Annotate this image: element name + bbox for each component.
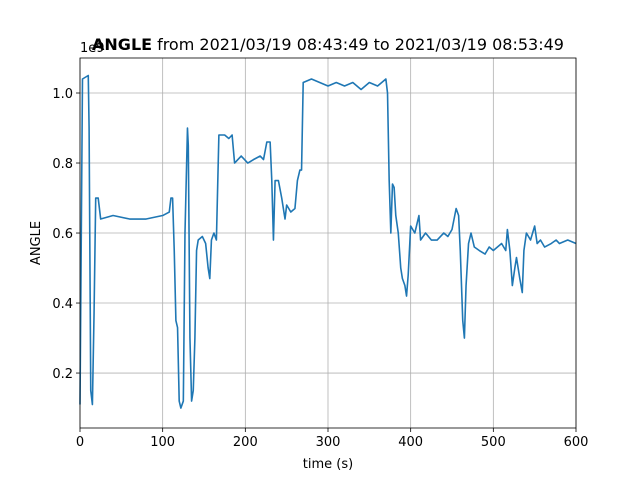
data-line (79, 74, 577, 409)
x-axis-label: time (s) (303, 457, 353, 472)
x-tick-label: 200 (233, 435, 258, 450)
x-tick-label: 600 (564, 435, 589, 450)
x-tick-label: 0 (76, 435, 84, 450)
x-tick-label: 100 (150, 435, 175, 450)
title-text: from 2021/03/19 08:43:49 to 2021/03/19 0… (157, 35, 564, 54)
y-offset-label: 1e9 (80, 41, 105, 56)
y-tick-label: 1.0 (52, 87, 73, 102)
x-tick-label: 400 (398, 435, 423, 450)
y-tick-label: 0.8 (52, 157, 73, 172)
plot-frame (79, 57, 577, 429)
y-tick-label: 0.2 (52, 367, 73, 382)
x-tick-label: 300 (316, 435, 341, 450)
x-tick-label: 500 (481, 435, 506, 450)
y-tick-label: 0.4 (52, 297, 73, 312)
y-axis-label: ANGLE (29, 221, 44, 265)
chart-title: ANGLE from 2021/03/19 08:43:49 to 2021/03… (92, 35, 564, 54)
title-bold: ANGLE (92, 35, 152, 54)
y-tick-label: 0.6 (52, 227, 73, 242)
